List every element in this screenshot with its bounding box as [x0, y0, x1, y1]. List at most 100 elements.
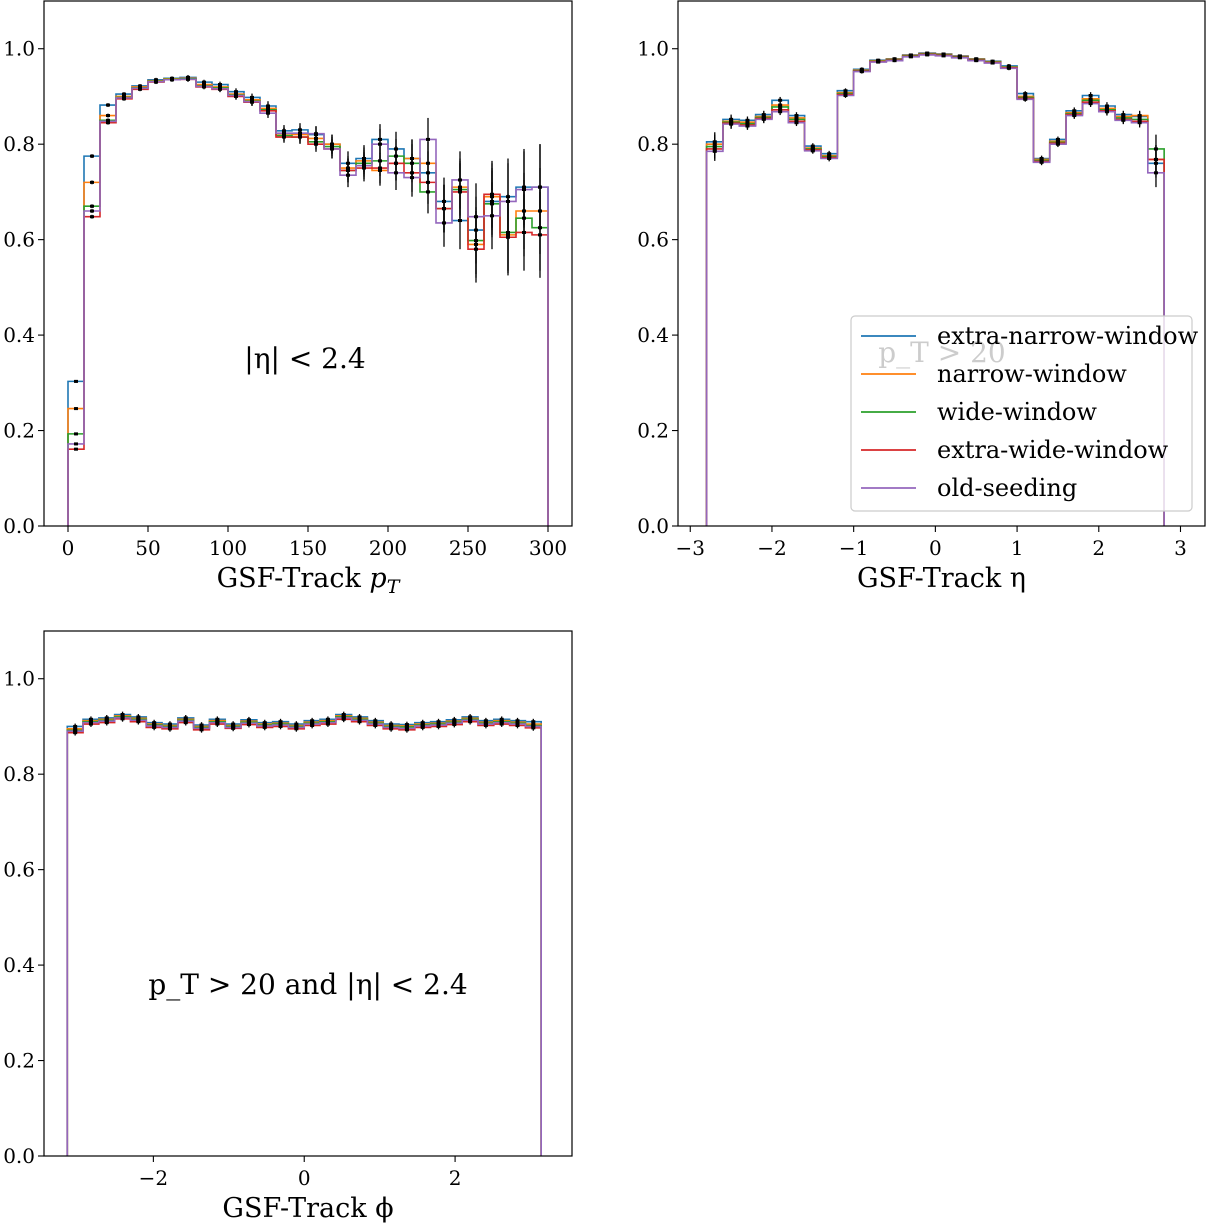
data-point — [330, 147, 334, 151]
data-point — [231, 725, 236, 729]
data-point — [246, 721, 251, 725]
data-point — [310, 722, 315, 726]
data-point — [120, 716, 125, 720]
data-point — [908, 55, 913, 59]
data-point — [325, 721, 330, 725]
data-point — [234, 94, 238, 97]
y-tick-label: 0.8 — [3, 132, 35, 156]
series-line-extra-wide-window — [67, 78, 549, 526]
data-point — [154, 80, 158, 84]
data-point — [1039, 160, 1044, 164]
axes-frame — [43, 0, 573, 527]
data-point — [876, 60, 881, 64]
x-tick-label: −2 — [757, 536, 786, 560]
data-point — [1023, 92, 1028, 96]
legend-label-narrow-window: narrow-window — [937, 360, 1127, 388]
data-point — [452, 721, 457, 725]
panel-annotation: |η| < 2.4 — [244, 342, 365, 375]
series-line-wide-window — [66, 716, 542, 1156]
legend-label-old-seeding: old-seeding — [937, 474, 1077, 502]
data-point — [104, 719, 109, 723]
chart-panel-3: 0.0 0.2 0.4 0.6 0.8 1.0 −2 0 2 GSF-Track ϕ p_T > 2… — [3, 630, 573, 1224]
data-point — [1104, 110, 1109, 114]
data-point — [136, 718, 141, 722]
data-point — [122, 92, 126, 96]
data-point — [106, 119, 110, 123]
y-tick-label: 0.6 — [3, 858, 35, 882]
y-tick-label: 0.0 — [3, 1144, 35, 1168]
data-point — [74, 407, 78, 411]
data-point — [298, 131, 302, 135]
plot-area — [66, 711, 542, 1156]
data-point — [468, 718, 473, 722]
data-point — [843, 94, 848, 97]
data-point — [1055, 142, 1060, 146]
data-point — [90, 204, 94, 208]
plot-area — [67, 74, 549, 526]
axes-frame — [677, 0, 1206, 527]
data-point — [341, 716, 346, 720]
x-tick-label: 50 — [135, 536, 160, 560]
data-point — [1137, 121, 1142, 125]
y-tick-label: 1.0 — [637, 37, 669, 61]
series-line-wide-window — [67, 77, 549, 526]
data-point — [483, 722, 488, 726]
x-tick-label: 3 — [1174, 536, 1187, 560]
data-point — [712, 149, 717, 153]
data-point — [1072, 114, 1077, 118]
data-point — [357, 718, 362, 722]
y-tick-label: 0.2 — [3, 419, 35, 443]
data-point — [90, 154, 94, 158]
data-point — [1121, 118, 1126, 122]
axes-frame — [43, 630, 573, 1157]
y-tick-label: 0.4 — [3, 323, 35, 347]
data-point — [778, 110, 783, 114]
data-point — [90, 180, 94, 184]
data-point — [729, 122, 734, 126]
legend-box — [850, 315, 1193, 512]
x-tick-label: −1 — [839, 536, 868, 560]
data-point — [183, 719, 188, 723]
data-point — [215, 721, 220, 725]
data-point — [404, 726, 409, 730]
y-tick-label: 0.6 — [3, 228, 35, 252]
data-point — [199, 726, 204, 730]
data-point — [410, 176, 414, 180]
y-tick-label: 1.0 — [3, 667, 35, 691]
series-line-narrow-window — [66, 715, 542, 1156]
data-point — [506, 199, 510, 203]
data-point — [106, 114, 110, 118]
data-point — [1088, 102, 1093, 106]
x-tick-label: 1 — [1011, 536, 1024, 560]
legend: extra-narrow-window narrow-window wide-win… — [850, 315, 1199, 512]
data-point — [378, 142, 382, 146]
data-point — [218, 87, 222, 91]
x-tick-label: −2 — [139, 1166, 168, 1190]
data-point — [170, 78, 174, 82]
data-point — [892, 59, 897, 63]
data-point — [990, 61, 995, 65]
y-tick-label: 0.6 — [637, 228, 669, 252]
x-tick-label: 2 — [449, 1166, 462, 1190]
y-tick-label: 0.0 — [3, 514, 35, 538]
x-tick-label: 200 — [369, 536, 407, 560]
data-point — [314, 132, 318, 136]
data-point — [152, 724, 157, 728]
x-tick-label: 100 — [209, 536, 247, 560]
data-point — [522, 230, 526, 234]
data-point — [346, 173, 350, 177]
data-point — [186, 77, 190, 81]
data-point — [538, 185, 542, 189]
data-point — [88, 721, 93, 725]
data-point — [167, 725, 172, 729]
data-point — [522, 188, 526, 192]
x-tick-label: 0 — [929, 536, 942, 560]
y-tick-label: 0.2 — [3, 1049, 35, 1073]
data-point — [420, 724, 425, 728]
data-point — [90, 215, 94, 219]
data-point — [442, 221, 446, 225]
data-point — [122, 96, 126, 100]
data-point — [74, 442, 78, 446]
data-point — [362, 164, 366, 168]
y-tick-label: 0.8 — [3, 762, 35, 786]
